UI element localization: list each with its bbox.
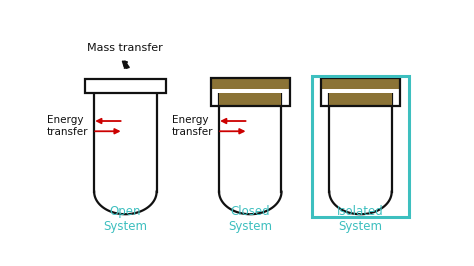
Bar	[321, 78, 400, 106]
Polygon shape	[329, 192, 392, 214]
Bar	[211, 89, 290, 93]
Bar	[211, 78, 290, 89]
Bar	[312, 76, 409, 217]
Text: Isolated
System: Isolated System	[337, 205, 384, 233]
Bar	[85, 79, 166, 93]
Text: Mass transfer: Mass transfer	[88, 43, 163, 53]
Polygon shape	[94, 192, 156, 214]
Bar	[329, 93, 392, 106]
Bar	[219, 93, 282, 106]
Text: Energy
transfer: Energy transfer	[172, 115, 213, 137]
Polygon shape	[219, 93, 282, 214]
Polygon shape	[94, 93, 156, 214]
Bar	[211, 78, 290, 106]
Text: Open
System: Open System	[103, 205, 147, 233]
Text: Closed
System: Closed System	[228, 205, 272, 233]
Text: Energy
transfer: Energy transfer	[47, 115, 89, 137]
Polygon shape	[219, 192, 282, 214]
Bar	[321, 89, 400, 93]
Bar	[321, 78, 400, 89]
Polygon shape	[329, 93, 392, 214]
